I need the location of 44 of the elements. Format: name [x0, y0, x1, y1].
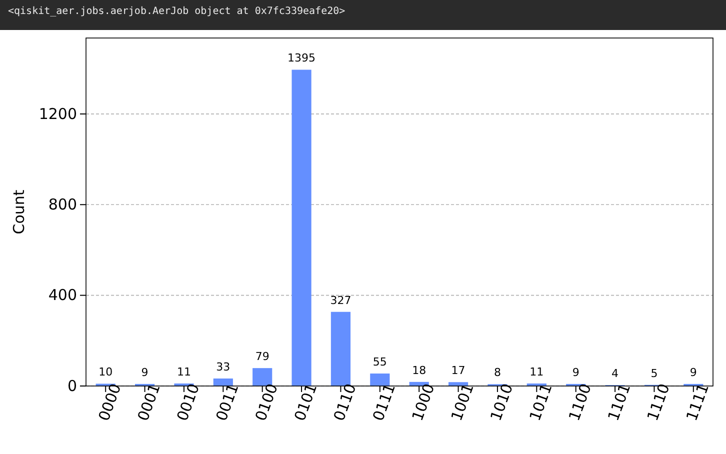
data-label: 9	[141, 366, 148, 379]
x-tick-label: 0111	[369, 381, 400, 424]
bar	[252, 368, 272, 386]
x-tick-label: 0001	[134, 381, 164, 424]
y-axis-title: Count	[10, 190, 28, 234]
y-tick-label: 800	[48, 195, 77, 214]
y-tick-label: 0	[67, 376, 77, 395]
x-tick-label: 1111	[682, 381, 713, 424]
y-tick-label: 400	[48, 286, 77, 304]
data-label: 5	[650, 366, 658, 380]
bar	[213, 378, 233, 386]
x-tick-label: 1000	[408, 381, 438, 424]
y-tick-label: 1200	[38, 104, 77, 123]
data-label: 11	[176, 366, 191, 379]
data-label: 327	[330, 294, 352, 307]
x-tick-label: 1110	[643, 381, 674, 424]
x-tick-label: 0100	[252, 381, 282, 424]
x-tick-label: 1011	[526, 381, 556, 424]
text: <qiskit_aer.jobs.aerjob.AerJob object at 0x7fc339eafe20>	[8, 6, 346, 17]
data-label: 17	[451, 364, 466, 378]
data-label: 79	[255, 350, 270, 364]
data-label: 8	[494, 366, 501, 380]
data-label: 1395	[288, 52, 316, 65]
x-tick-label: 0011	[212, 381, 242, 424]
x-tick-label: 1001	[447, 381, 478, 424]
x-tick-label: 1010	[486, 381, 517, 424]
x-tick-label: 1101	[604, 381, 634, 424]
data-label: 55	[372, 356, 387, 369]
data-label: 9	[572, 366, 580, 379]
bar	[448, 382, 468, 386]
bar	[330, 312, 351, 386]
x-tick-label: 0000	[94, 381, 125, 424]
data-label: 33	[216, 360, 230, 374]
data-label: 4	[612, 367, 619, 380]
bar	[292, 70, 312, 386]
data-label: 11	[530, 366, 544, 379]
data-label: 9	[690, 366, 697, 379]
x-tick-label: 0110	[330, 381, 360, 424]
x-tick-label: 0010	[173, 381, 204, 424]
x-tick-label: 1100	[565, 381, 596, 424]
data-label: 10	[98, 366, 113, 379]
bar	[370, 374, 390, 386]
x-tick-label: 0101	[290, 381, 321, 424]
data-label: 18	[412, 364, 426, 377]
